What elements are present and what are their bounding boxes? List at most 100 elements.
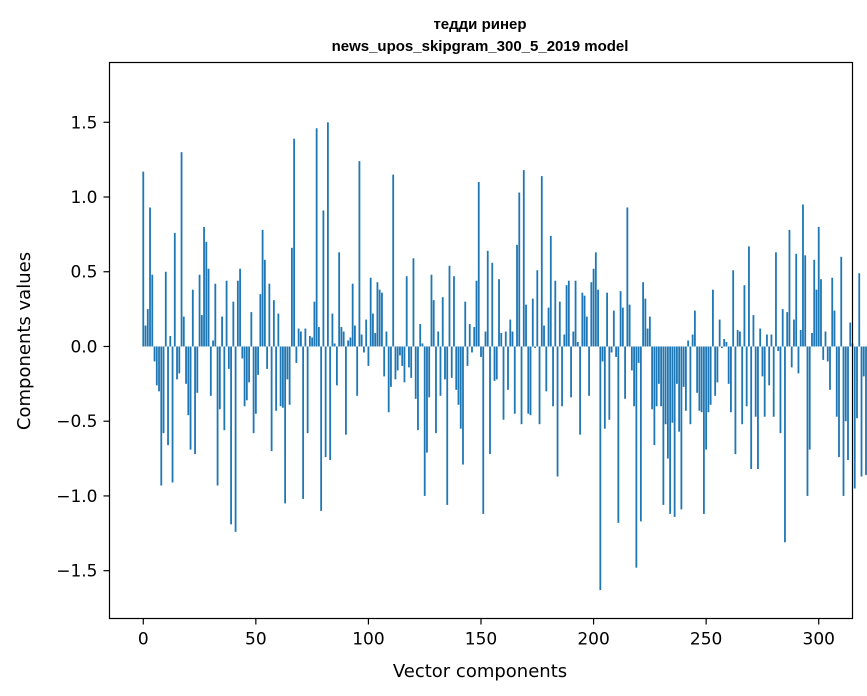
bar-270 xyxy=(750,346,753,470)
bar-94 xyxy=(354,325,356,347)
x-tick-label: 0 xyxy=(138,630,149,650)
bar-286 xyxy=(786,312,789,347)
bar-308 xyxy=(835,346,838,417)
chart-title: тедди ринер xyxy=(433,16,526,33)
bar-223 xyxy=(644,298,647,347)
bar-65 xyxy=(288,346,291,405)
bar-294 xyxy=(804,255,807,347)
bar-211 xyxy=(617,346,620,523)
bar-204 xyxy=(601,346,604,362)
bar-7 xyxy=(158,346,160,392)
bar-70 xyxy=(299,331,302,347)
bar-128 xyxy=(430,274,433,347)
bar-266 xyxy=(741,346,744,425)
bar-261 xyxy=(730,346,732,413)
bar-60 xyxy=(277,313,280,347)
bar-28 xyxy=(205,241,208,347)
bar-171 xyxy=(527,346,530,414)
bar-244 xyxy=(691,334,694,347)
bar-101 xyxy=(369,277,372,347)
bar-151 xyxy=(482,346,485,514)
bar-117 xyxy=(405,276,408,347)
bar-6 xyxy=(155,346,158,386)
bar-27 xyxy=(203,226,205,347)
bar-240 xyxy=(682,346,685,387)
bar-62 xyxy=(281,346,284,408)
bars-group xyxy=(142,122,867,591)
bar-133 xyxy=(441,297,444,347)
bar-34 xyxy=(218,346,221,410)
bar-66 xyxy=(290,247,293,347)
bar-45 xyxy=(243,346,246,407)
bar-252 xyxy=(709,346,712,405)
bar-314 xyxy=(849,322,852,347)
bar-229 xyxy=(657,346,660,384)
bar-68 xyxy=(295,346,298,363)
bar-36 xyxy=(223,346,226,431)
bar-112 xyxy=(394,346,397,380)
bar-224 xyxy=(646,328,649,347)
bar-143 xyxy=(464,301,467,347)
bar-218 xyxy=(633,346,635,407)
bar-234 xyxy=(669,346,672,514)
bar-205 xyxy=(603,346,606,429)
bar-110 xyxy=(390,346,392,387)
bar-202 xyxy=(597,289,599,347)
bar-120 xyxy=(412,258,415,347)
bar-92 xyxy=(349,337,352,347)
bar-291 xyxy=(797,346,800,374)
bar-137 xyxy=(450,346,453,378)
bar-201 xyxy=(594,252,597,347)
bar-196 xyxy=(583,295,586,347)
bar-135 xyxy=(446,346,449,505)
plot-frame xyxy=(108,61,854,620)
bar-265 xyxy=(739,331,741,347)
bar-30 xyxy=(209,346,212,396)
bar-243 xyxy=(689,346,692,425)
bar-267 xyxy=(743,285,746,347)
bar-188 xyxy=(565,285,568,347)
bar-212 xyxy=(619,291,622,347)
bar-131 xyxy=(437,331,440,347)
y-tick-label: 0.5 xyxy=(70,263,97,283)
bar-155 xyxy=(491,262,494,347)
bar-113 xyxy=(396,346,399,371)
bar-292 xyxy=(799,330,802,347)
bar-13 xyxy=(171,346,174,483)
bar-241 xyxy=(684,346,687,411)
bar-174 xyxy=(534,346,536,348)
bar-214 xyxy=(624,346,626,399)
bar-19 xyxy=(185,346,187,384)
bar-104 xyxy=(376,282,379,347)
bar-193 xyxy=(576,341,579,347)
bar-164 xyxy=(511,331,514,347)
bar-74 xyxy=(308,336,311,347)
bar-255 xyxy=(716,346,719,383)
bar-107 xyxy=(383,346,386,377)
x-tick-label: 200 xyxy=(577,630,609,650)
bar-283 xyxy=(779,346,782,434)
bar-262 xyxy=(732,270,735,347)
bar-300 xyxy=(817,226,820,347)
bar-246 xyxy=(696,346,699,393)
bar-190 xyxy=(570,346,572,398)
bar-86 xyxy=(336,346,338,386)
bar-90 xyxy=(345,346,347,435)
bar-245 xyxy=(693,310,696,347)
bar-21 xyxy=(189,346,192,450)
bar-141 xyxy=(459,346,462,429)
bar-93 xyxy=(351,283,354,347)
bar-281 xyxy=(775,252,777,347)
bar-306 xyxy=(831,277,834,347)
bar-99 xyxy=(365,319,368,347)
bar-3 xyxy=(149,207,151,347)
bar-235 xyxy=(671,346,674,423)
bar-289 xyxy=(793,319,795,347)
bar-254 xyxy=(714,346,717,396)
bar-273 xyxy=(757,346,759,470)
bar-24 xyxy=(196,346,199,393)
bar-81 xyxy=(324,346,327,458)
bar-154 xyxy=(489,346,491,455)
bar-274 xyxy=(759,328,762,347)
